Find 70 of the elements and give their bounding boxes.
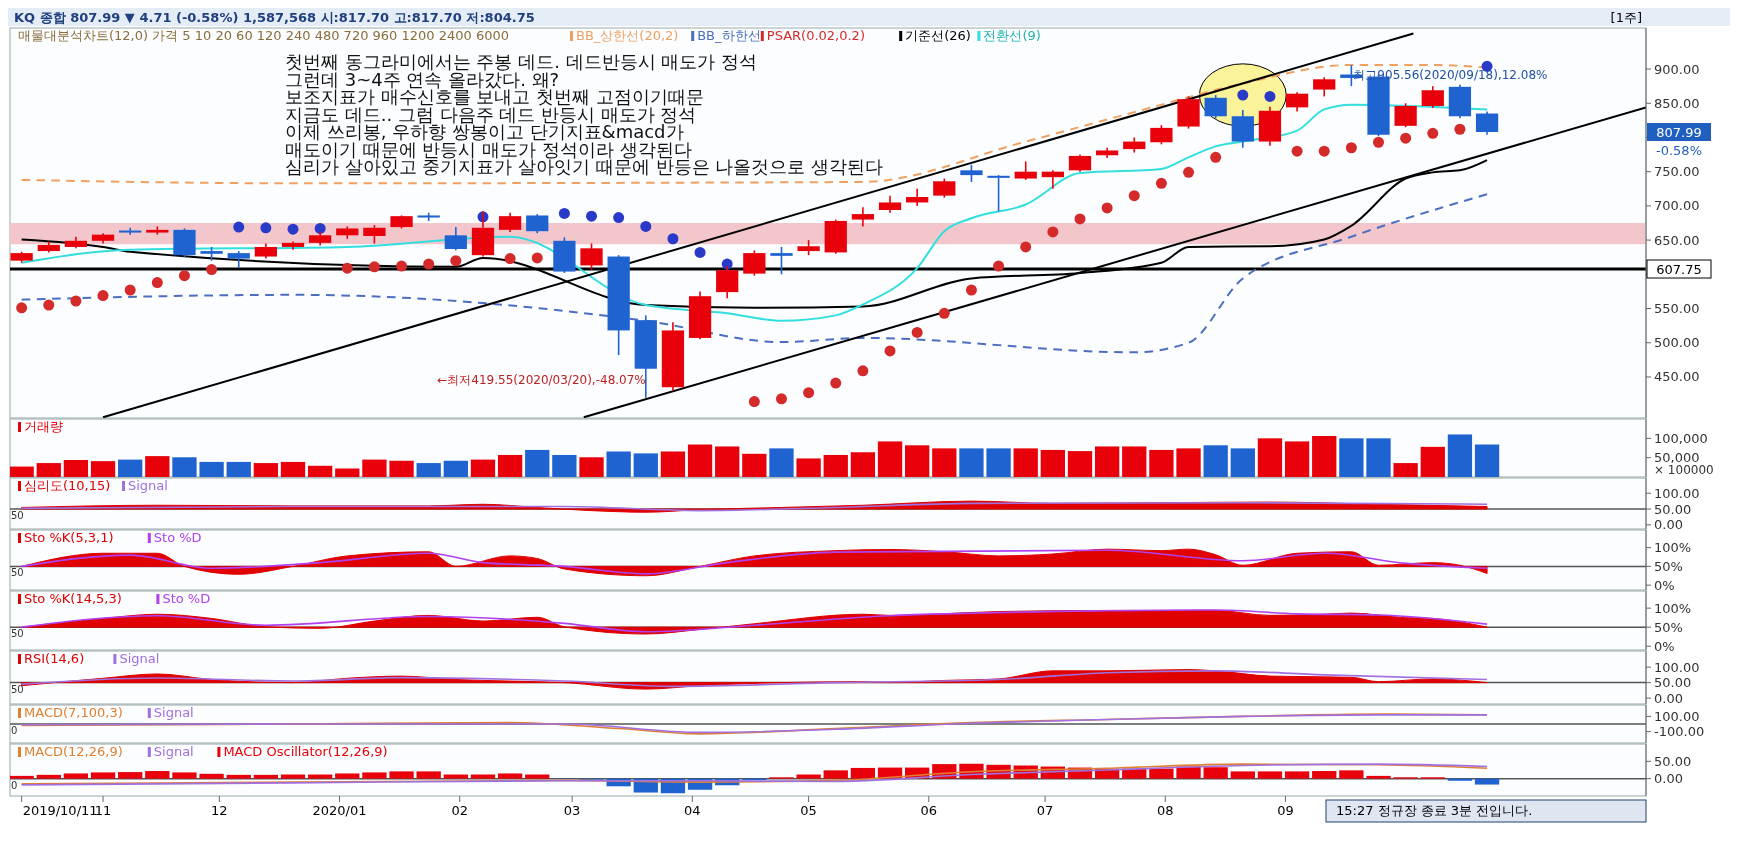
x-tick-label: 04 <box>684 803 701 818</box>
x-tick-label: 03 <box>563 803 581 818</box>
y-tick-label: 450.00 <box>1654 369 1700 385</box>
legend-label: MACD(7,100,3) <box>24 705 123 720</box>
legend-label: BB_하한선 <box>697 28 761 43</box>
legend-label: MACD(12,26,9) <box>24 744 123 759</box>
y-tick-label: 100% <box>1654 600 1692 616</box>
x-tick-label: 12 <box>211 803 228 818</box>
y-tick-label: 100.00 <box>1654 659 1700 675</box>
legend-label: PSAR(0.02,0.2) <box>766 28 865 43</box>
legend-label: 심리도(10,15) <box>24 478 111 493</box>
ref-line-label: 50 <box>11 683 24 695</box>
y-tick-label: 50% <box>1654 619 1683 635</box>
x-tick-label: 02 <box>451 803 468 818</box>
y-tick-label: 0% <box>1654 638 1675 654</box>
text: 807.99 -0.58% <box>1656 124 1702 158</box>
y-tick-label: 50.00 <box>1654 675 1692 691</box>
y-tick-label: 0.00 <box>1654 517 1683 533</box>
y-tick-label: 650.00 <box>1654 232 1700 248</box>
legend-label: MACD Oscillator(12,26,9) <box>223 744 388 759</box>
y-tick-label: 550.00 <box>1654 301 1700 317</box>
x-tick-label: 08 <box>1157 803 1174 818</box>
legend-label: 전환선(9) <box>983 28 1041 43</box>
legend-label: Sto %K(14,5,3) <box>24 591 122 606</box>
y-tick-label: 750.00 <box>1654 164 1700 180</box>
legend-label: BB_상한선(20,2) <box>576 28 679 43</box>
ref-line-label: 50 <box>11 628 24 640</box>
y-tick-label: 0% <box>1654 577 1675 593</box>
y-tick-label: 100.00 <box>1654 708 1700 724</box>
y-tick-label: 100.00 <box>1654 485 1700 501</box>
y-tick-label: 50% <box>1654 558 1683 574</box>
y-tick-label: 700.00 <box>1654 198 1700 214</box>
chart-title: KQ 종합 807.99 ▼ 4.71 (-0.58%) 1,587,568 시:817.70 고:817.70 저:804.75 <box>14 10 535 25</box>
y-tick-label: 0.00 <box>1654 771 1683 787</box>
y-tick-label: 100,000 <box>1654 430 1708 446</box>
ref-line-label: 50 <box>11 510 24 522</box>
legend-label: Sto %D <box>153 530 202 545</box>
y-tick-label: 50.00 <box>1654 753 1692 769</box>
legend-label: Signal <box>153 744 194 759</box>
legend-title: 매물대분석차트(12,0) 가격 5 10 20 60 120 240 480 720 960 1200 2400 6000 <box>18 28 510 43</box>
ref-line-label: 0 <box>11 725 18 736</box>
x-tick-label: 07 <box>1036 803 1054 818</box>
x-tick-label: 2019/10/11 <box>22 803 98 818</box>
y-tick-label: 50.00 <box>1654 501 1692 517</box>
y-tick-label: 0.00 <box>1654 690 1683 706</box>
y-tick-label: -100.00 <box>1654 724 1705 740</box>
ref-line-label: 0 <box>11 779 18 791</box>
y-tick-label: 100% <box>1654 540 1692 556</box>
legend-label: 거래량 <box>24 419 63 434</box>
y-axis-title: × 100000 <box>1654 463 1714 477</box>
y-tick-label: 50,000 <box>1654 450 1700 466</box>
x-tick-label: 06 <box>920 803 938 818</box>
legend-label: Signal <box>128 478 168 493</box>
x-tick-label: 09 <box>1277 803 1294 818</box>
legend-label: Signal <box>119 651 160 666</box>
notification-popup: 15:27 정규장 종료 3분 전입니다. <box>1325 799 1647 823</box>
annotation: ←최저419.55(2020/03/20),-48.07% <box>437 372 646 387</box>
y-tick-label: 850.00 <box>1654 95 1700 111</box>
legend-label: Signal <box>153 705 194 720</box>
ref-line-label: 607.75 <box>1656 261 1702 277</box>
x-tick-label: 2020/01 <box>312 803 367 818</box>
legend-label: Sto %D <box>162 591 211 606</box>
chart-subtitle: [1주] <box>1610 10 1642 25</box>
legend-label: RSI(14,6) <box>24 651 85 666</box>
legend-label: 기준선(26) <box>905 28 971 43</box>
x-tick-label: 05 <box>800 803 817 818</box>
legend-label: Sto %K(5,3,1) <box>24 530 114 545</box>
y-tick-label: 500.00 <box>1654 335 1700 351</box>
ref-line-label: 50 <box>11 567 24 579</box>
y-tick-label: 900.00 <box>1654 61 1700 77</box>
